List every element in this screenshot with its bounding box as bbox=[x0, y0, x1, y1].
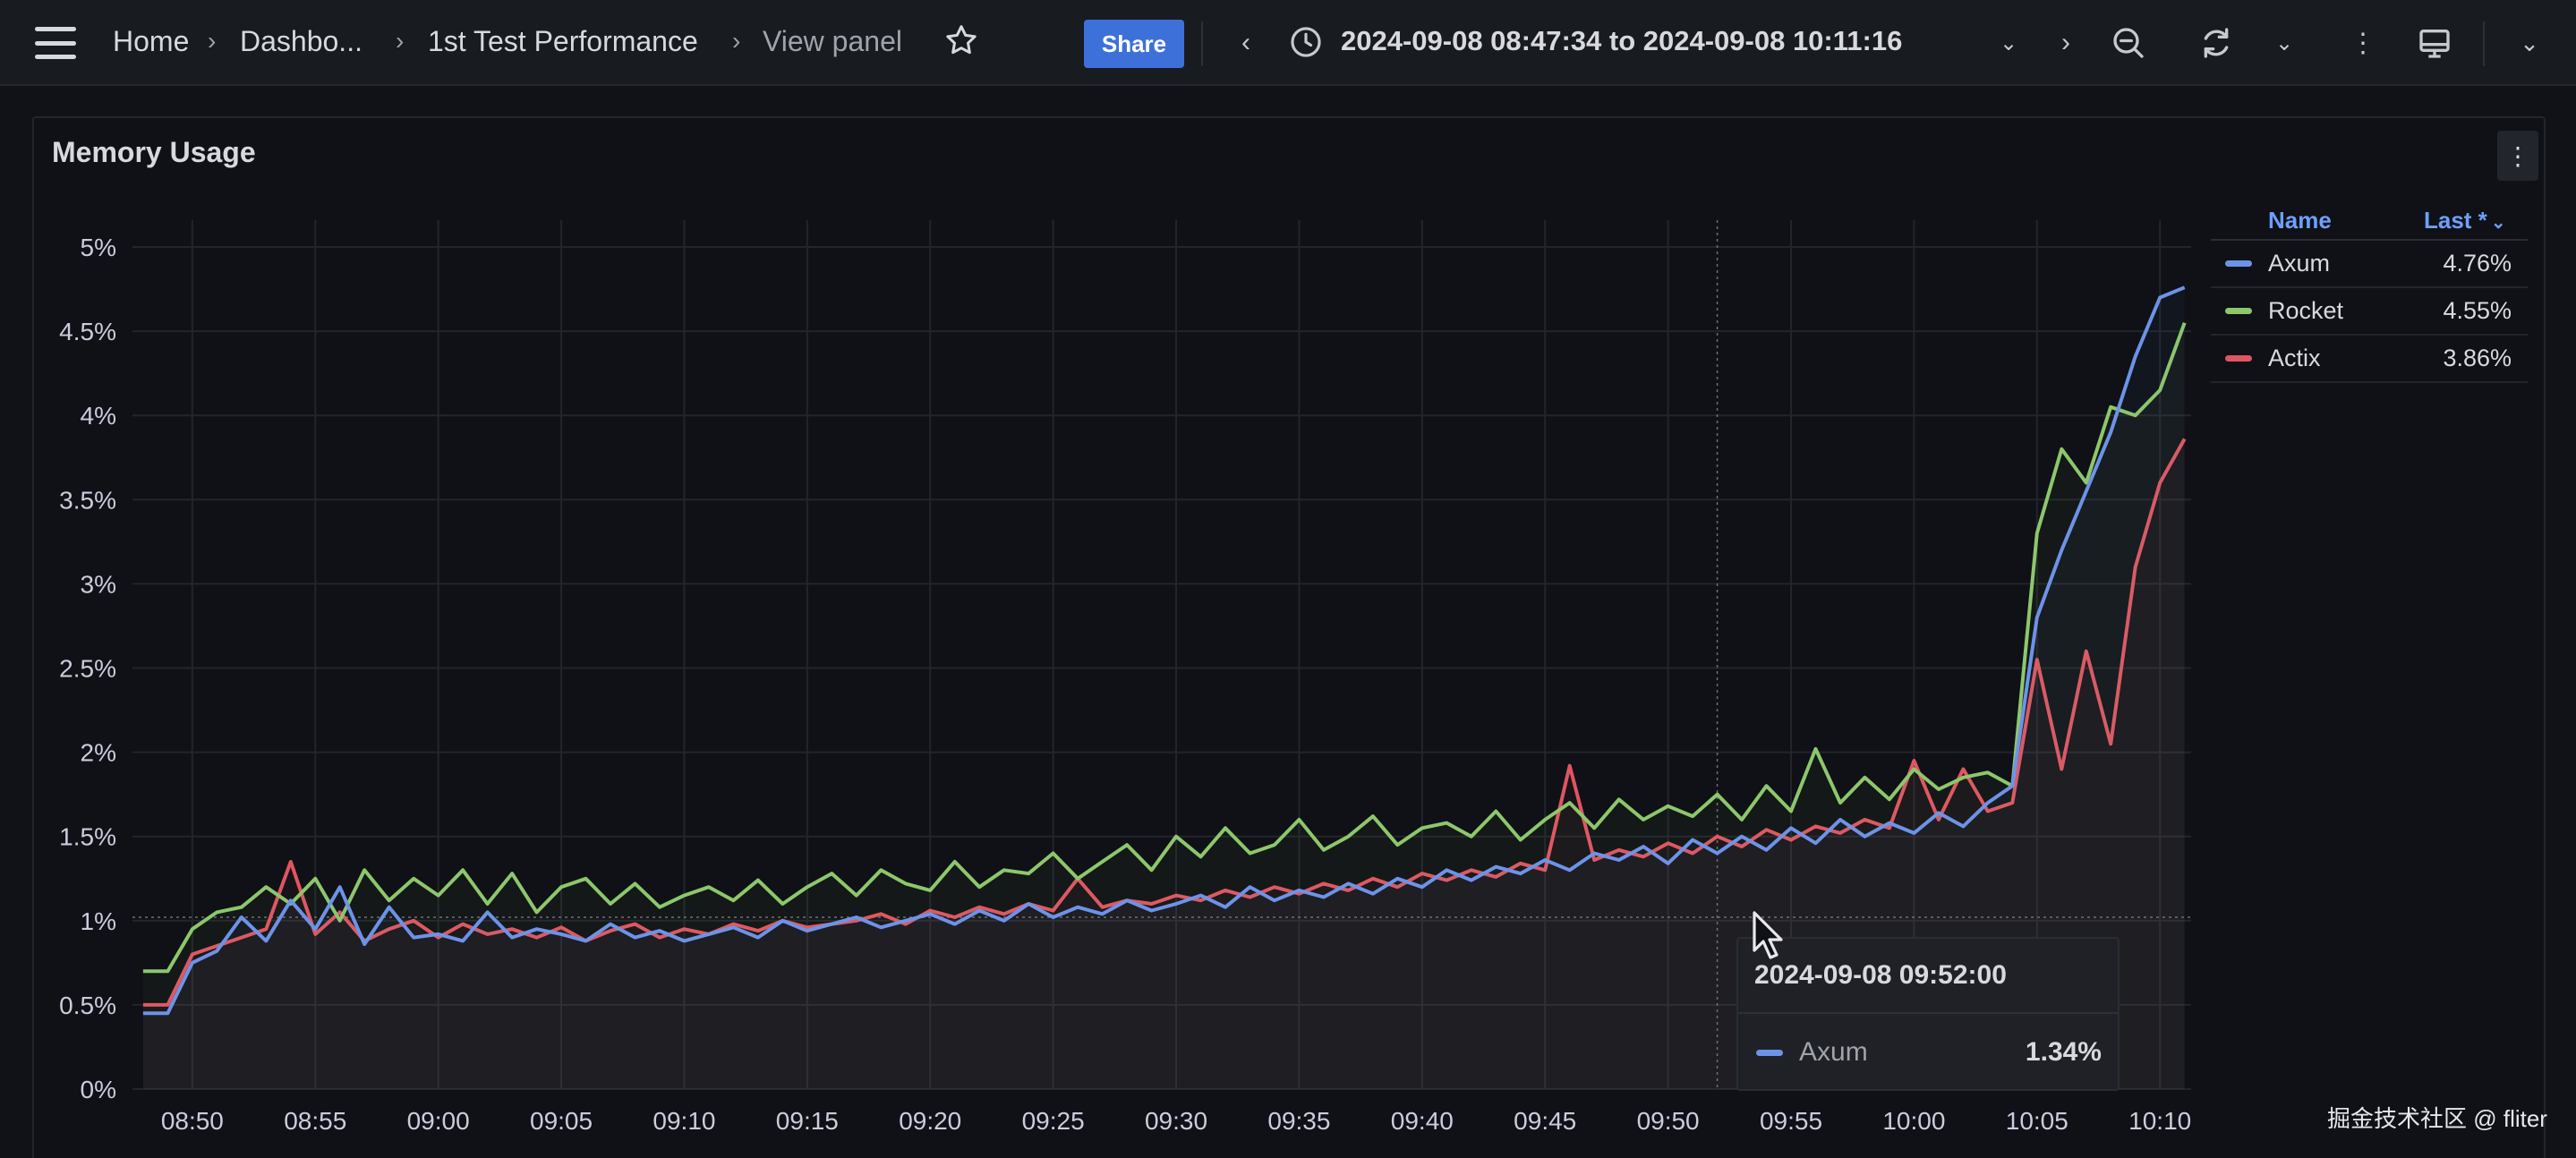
series-swatch bbox=[2225, 355, 2252, 362]
breadcrumb-home[interactable]: Home bbox=[113, 25, 190, 57]
series-area-actix bbox=[142, 439, 2185, 1089]
clock-icon bbox=[1289, 25, 1323, 59]
kebab-icon[interactable]: ⋮ bbox=[2497, 131, 2538, 181]
series-line-actix bbox=[142, 438, 2187, 1007]
tv-mode-icon[interactable] bbox=[2417, 25, 2452, 61]
mouse-cursor-icon bbox=[1753, 911, 1783, 959]
series-swatch bbox=[2225, 308, 2252, 314]
breadcrumb-separator: › bbox=[208, 27, 217, 55]
y-tick-label: 1.5% bbox=[59, 823, 116, 851]
y-tick-label: 4% bbox=[81, 402, 116, 430]
breadcrumb-current: View panel bbox=[763, 25, 902, 57]
breadcrumb-dashboard[interactable]: 1st Test Performance bbox=[428, 25, 698, 57]
legend-item-last: 4.76% bbox=[2443, 250, 2512, 277]
series-swatch bbox=[2225, 260, 2252, 267]
legend-last-column[interactable]: Last * ⌄ bbox=[2424, 206, 2506, 234]
legend-item-last: 3.86% bbox=[2443, 345, 2512, 371]
time-range-picker[interactable]: 2024-09-08 08:47:34 to 2024-09-08 10:11:… bbox=[1341, 25, 1903, 56]
tooltip-series-value: 1.34% bbox=[2025, 1037, 2102, 1067]
y-tick-label: 4.5% bbox=[59, 318, 116, 345]
legend-item-axum[interactable]: Axum 4.76% bbox=[2211, 241, 2528, 288]
series-line-axum bbox=[142, 285, 2186, 1016]
legend-item-rocket[interactable]: Rocket 4.55% bbox=[2211, 288, 2528, 336]
y-tick-label: 0.5% bbox=[59, 992, 116, 1019]
toolbar-divider bbox=[2483, 21, 2485, 66]
tooltip-divider bbox=[1738, 1012, 2118, 1014]
refresh-icon[interactable] bbox=[2198, 25, 2234, 61]
breadcrumb-dashboards[interactable]: Dashbo... bbox=[240, 25, 363, 57]
legend-item-actix[interactable]: Actix 3.86% bbox=[2211, 336, 2528, 383]
y-tick-label: 3% bbox=[81, 570, 116, 598]
x-tick-label: 08:55 bbox=[284, 1107, 346, 1135]
y-tick-label: 0% bbox=[81, 1076, 116, 1103]
y-tick-label: 3.5% bbox=[59, 486, 116, 514]
panel-title: Memory Usage bbox=[52, 136, 256, 168]
legend-item-last: 4.55% bbox=[2443, 297, 2512, 324]
y-tick-label: 2% bbox=[81, 739, 116, 767]
x-tick-label: 09:55 bbox=[1760, 1107, 1822, 1135]
x-tick-label: 09:20 bbox=[899, 1107, 961, 1135]
series-area-axum bbox=[142, 287, 2185, 1089]
hover-tooltip: 2024-09-08 09:52:00 Axum 1.34% bbox=[1736, 937, 2120, 1091]
collapse-chevron-icon[interactable]: ⌄ bbox=[2520, 29, 2539, 56]
y-tick-label: 5% bbox=[81, 234, 116, 261]
x-tick-label: 09:00 bbox=[407, 1107, 470, 1135]
x-tick-label: 09:45 bbox=[1514, 1107, 1576, 1135]
sort-chevron-icon: ⌄ bbox=[2490, 212, 2506, 233]
chevron-down-icon[interactable]: ⌄ bbox=[1999, 30, 2018, 55]
x-tick-label: 09:15 bbox=[776, 1107, 839, 1135]
star-icon[interactable] bbox=[943, 20, 985, 61]
x-tick-label: 10:10 bbox=[2128, 1107, 2191, 1135]
watermark: 掘金技术社区 @ fliter bbox=[2327, 1105, 2547, 1132]
x-tick-label: 09:40 bbox=[1391, 1107, 1454, 1135]
legend-name-column[interactable]: Name bbox=[2268, 206, 2332, 234]
time-back-icon[interactable]: ‹ bbox=[1241, 28, 1250, 57]
breadcrumb-separator: › bbox=[396, 27, 405, 55]
y-tick-label: 2.5% bbox=[59, 655, 116, 683]
x-tick-label: 08:50 bbox=[161, 1107, 224, 1135]
menu-icon[interactable] bbox=[34, 27, 77, 59]
legend-header: Name Last * ⌄ bbox=[2211, 201, 2528, 241]
refresh-interval-chevron-icon[interactable]: ⌄ bbox=[2274, 30, 2294, 55]
legend-item-name: Rocket bbox=[2268, 297, 2344, 324]
top-navbar: Home › Dashbo... › 1st Test Performance … bbox=[0, 0, 2576, 86]
tooltip-series-swatch bbox=[1756, 1050, 1783, 1056]
x-tick-label: 09:25 bbox=[1022, 1107, 1085, 1135]
more-options-icon[interactable]: ⋮ bbox=[2350, 28, 2376, 58]
x-tick-label: 10:05 bbox=[2006, 1107, 2068, 1135]
series-area-rocket bbox=[142, 322, 2185, 1089]
legend-item-name: Actix bbox=[2268, 345, 2321, 371]
x-tick-label: 09:50 bbox=[1637, 1107, 1700, 1135]
x-tick-label: 09:10 bbox=[653, 1107, 715, 1135]
x-tick-label: 09:30 bbox=[1145, 1107, 1207, 1135]
y-tick-label: 1% bbox=[81, 907, 116, 935]
breadcrumb-separator: › bbox=[732, 27, 741, 55]
toolbar-divider bbox=[1201, 21, 1203, 66]
x-tick-label: 09:35 bbox=[1267, 1107, 1330, 1135]
time-forward-icon[interactable]: › bbox=[2061, 28, 2070, 57]
zoom-out-icon[interactable] bbox=[2111, 25, 2146, 61]
legend-item-name: Axum bbox=[2268, 250, 2331, 277]
chart-legend: Name Last * ⌄ Axum 4.76% Rocket 4.55% Act… bbox=[2211, 201, 2528, 383]
series-line-rocket bbox=[142, 322, 2187, 974]
tooltip-series-name: Axum bbox=[1799, 1037, 1868, 1067]
x-tick-label: 10:00 bbox=[1882, 1107, 1945, 1135]
tooltip-time: 2024-09-08 09:52:00 bbox=[1754, 960, 2007, 990]
share-button[interactable]: Share bbox=[1084, 20, 1184, 68]
x-tick-label: 09:05 bbox=[530, 1107, 593, 1135]
